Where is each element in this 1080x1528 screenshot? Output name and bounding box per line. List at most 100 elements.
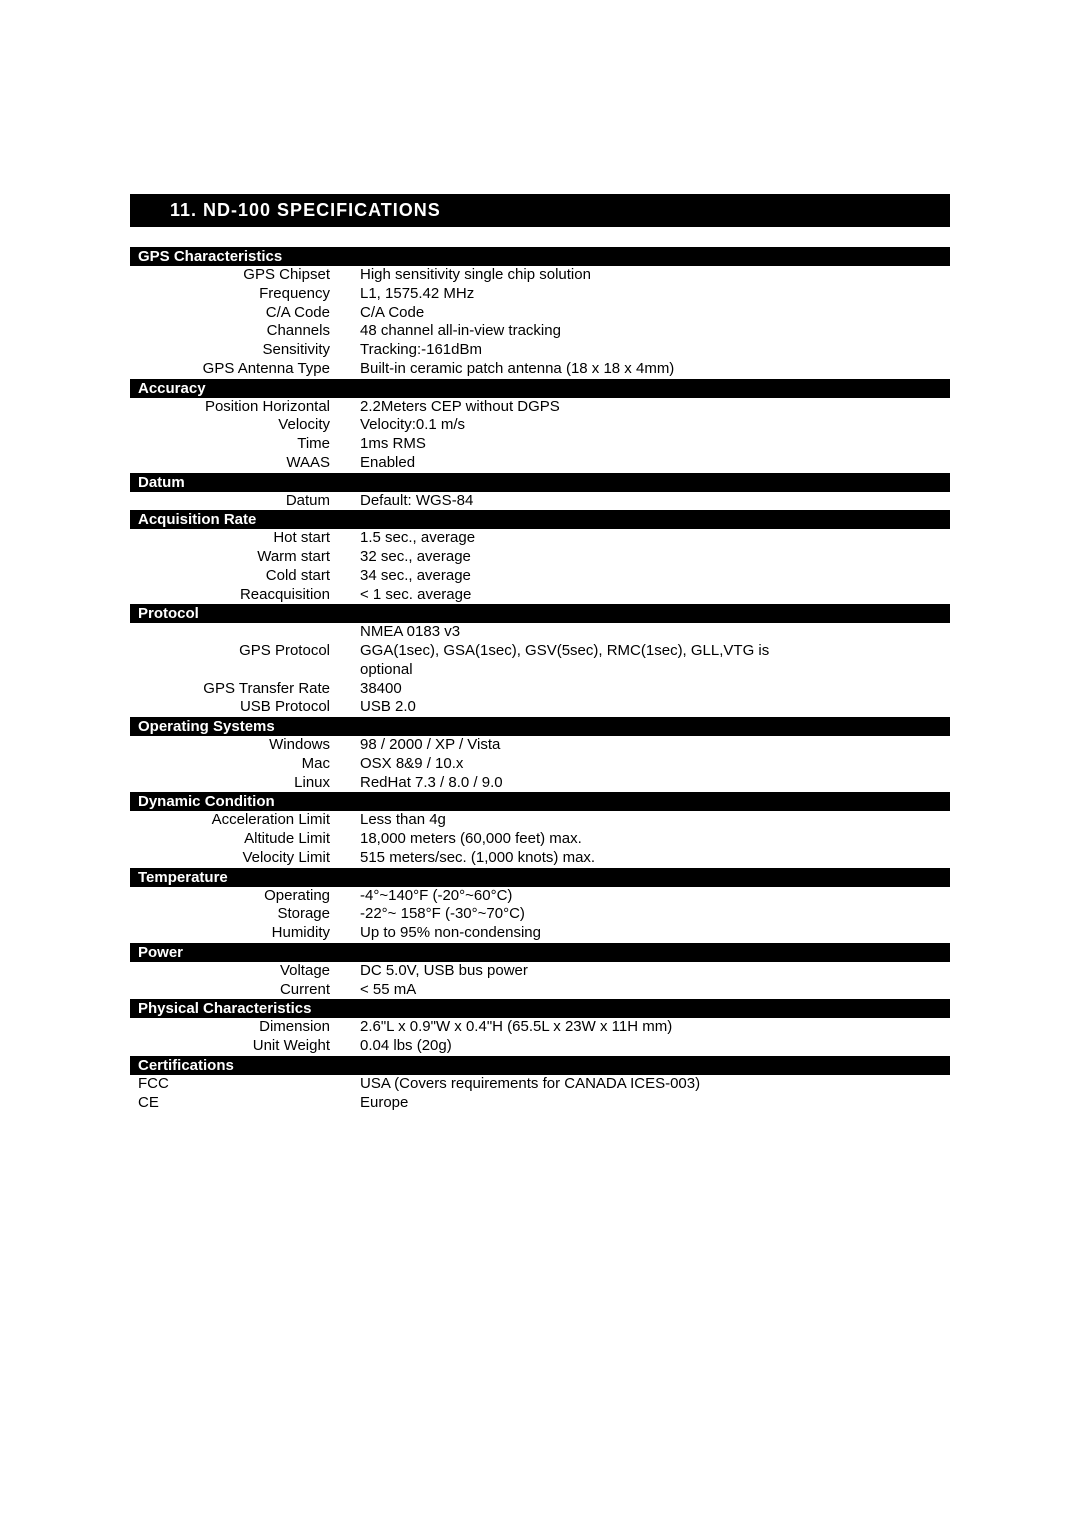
spec-label: Acceleration Limit xyxy=(130,811,360,830)
spec-label: Frequency xyxy=(130,285,360,304)
spec-row: DatumDefault: WGS-84 xyxy=(130,492,950,511)
spec-label: Cold start xyxy=(130,567,360,586)
spec-row: CEEurope xyxy=(130,1094,950,1113)
spec-label: Voltage xyxy=(130,962,360,981)
spec-row: MacOSX 8&9 / 10.x xyxy=(130,755,950,774)
spec-label: Linux xyxy=(130,774,360,793)
spec-value: 32 sec., average xyxy=(360,548,950,567)
page-title: 11. ND-100 SPECIFICATIONS xyxy=(130,194,950,227)
spec-value: Enabled xyxy=(360,454,950,473)
spec-row: Current< 55 mA xyxy=(130,981,950,1000)
spec-label: Datum xyxy=(130,492,360,511)
section-header: Dynamic Condition xyxy=(130,792,950,811)
spec-row: Windows98 / 2000 / XP / Vista xyxy=(130,736,950,755)
spec-value: 515 meters/sec. (1,000 knots) max. xyxy=(360,849,950,868)
spec-row: GPS Transfer Rate38400 xyxy=(130,680,950,699)
spec-label: Current xyxy=(130,981,360,1000)
spec-row: Warm start32 sec., average xyxy=(130,548,950,567)
spec-label: Storage xyxy=(130,905,360,924)
section-header: Acquisition Rate xyxy=(130,510,950,529)
spec-row: Operating-4°~140°F (-20°~60°C) xyxy=(130,887,950,906)
spec-label: Altitude Limit xyxy=(130,830,360,849)
spec-row: Dimension2.6"L x 0.9"W x 0.4"H (65.5L x … xyxy=(130,1018,950,1037)
spec-label: Velocity Limit xyxy=(130,849,360,868)
spec-value: 2.6"L x 0.9"W x 0.4"H (65.5L x 23W x 11H… xyxy=(360,1018,950,1037)
spec-value: 2.2Meters CEP without DGPS xyxy=(360,398,950,417)
spec-label xyxy=(130,623,360,642)
spec-value: USA (Covers requirements for CANADA ICES… xyxy=(360,1075,950,1094)
spec-value: < 55 mA xyxy=(360,981,950,1000)
section-header: GPS Characteristics xyxy=(130,247,950,266)
section-header: Operating Systems xyxy=(130,717,950,736)
spec-value: RedHat 7.3 / 8.0 / 9.0 xyxy=(360,774,950,793)
spec-value: 18,000 meters (60,000 feet) max. xyxy=(360,830,950,849)
spec-label: GPS Transfer Rate xyxy=(130,680,360,699)
spec-row: WAASEnabled xyxy=(130,454,950,473)
spec-row: GPS ChipsetHigh sensitivity single chip … xyxy=(130,266,950,285)
spec-label: Windows xyxy=(130,736,360,755)
spec-value: 48 channel all-in-view tracking xyxy=(360,322,950,341)
spec-row: VelocityVelocity:0.1 m/s xyxy=(130,416,950,435)
spec-value: 1ms RMS xyxy=(360,435,950,454)
spec-row: SensitivityTracking:-161dBm xyxy=(130,341,950,360)
spec-row: Time1ms RMS xyxy=(130,435,950,454)
spec-value: 34 sec., average xyxy=(360,567,950,586)
spec-value: 1.5 sec., average xyxy=(360,529,950,548)
spec-value: 98 / 2000 / XP / Vista xyxy=(360,736,950,755)
spec-value: Europe xyxy=(360,1094,950,1113)
spec-row: HumidityUp to 95% non-condensing xyxy=(130,924,950,943)
spec-label: Operating xyxy=(130,887,360,906)
spec-row: FrequencyL1, 1575.42 MHz xyxy=(130,285,950,304)
spec-label: Time xyxy=(130,435,360,454)
spec-label: GPS Protocol xyxy=(130,642,360,661)
spec-label xyxy=(130,661,360,680)
spec-label: CE xyxy=(130,1094,360,1113)
spec-row: Velocity Limit515 meters/sec. (1,000 kno… xyxy=(130,849,950,868)
spec-value: Default: WGS-84 xyxy=(360,492,950,511)
spec-label: Reacquisition xyxy=(130,586,360,605)
spec-value: OSX 8&9 / 10.x xyxy=(360,755,950,774)
spec-row: Reacquisition< 1 sec. average xyxy=(130,586,950,605)
spec-label: Velocity xyxy=(130,416,360,435)
spec-row: NMEA 0183 v3 xyxy=(130,623,950,642)
spec-value: L1, 1575.42 MHz xyxy=(360,285,950,304)
spec-row: C/A CodeC/A Code xyxy=(130,304,950,323)
spec-value: optional xyxy=(360,661,950,680)
spec-label: USB Protocol xyxy=(130,698,360,717)
spec-row: Cold start34 sec., average xyxy=(130,567,950,586)
spec-row: GPS Antenna TypeBuilt-in ceramic patch a… xyxy=(130,360,950,379)
page: 11. ND-100 SPECIFICATIONS GPS Characteri… xyxy=(0,0,1080,1528)
spec-value: DC 5.0V, USB bus power xyxy=(360,962,950,981)
spec-row: USB ProtocolUSB 2.0 xyxy=(130,698,950,717)
spec-value: GGA(1sec), GSA(1sec), GSV(5sec), RMC(1se… xyxy=(360,642,950,661)
spec-row: FCCUSA (Covers requirements for CANADA I… xyxy=(130,1075,950,1094)
spec-label: C/A Code xyxy=(130,304,360,323)
spec-row: VoltageDC 5.0V, USB bus power xyxy=(130,962,950,981)
section-header: Accuracy xyxy=(130,379,950,398)
spec-row: Unit Weight0.04 lbs (20g) xyxy=(130,1037,950,1056)
spec-value: -22°~ 158°F (-30°~70°C) xyxy=(360,905,950,924)
spec-label: Warm start xyxy=(130,548,360,567)
spec-sections: GPS CharacteristicsGPS ChipsetHigh sensi… xyxy=(130,247,950,1112)
spec-label: Mac xyxy=(130,755,360,774)
spec-label: Unit Weight xyxy=(130,1037,360,1056)
section-header: Power xyxy=(130,943,950,962)
spec-row: Position Horizontal2.2Meters CEP without… xyxy=(130,398,950,417)
spec-row: GPS ProtocolGGA(1sec), GSA(1sec), GSV(5s… xyxy=(130,642,950,661)
spec-value: Velocity:0.1 m/s xyxy=(360,416,950,435)
spec-value: < 1 sec. average xyxy=(360,586,950,605)
spec-label: GPS Chipset xyxy=(130,266,360,285)
spec-label: GPS Antenna Type xyxy=(130,360,360,379)
spec-row: Hot start1.5 sec., average xyxy=(130,529,950,548)
spec-value: High sensitivity single chip solution xyxy=(360,266,950,285)
spec-label: Sensitivity xyxy=(130,341,360,360)
section-header: Certifications xyxy=(130,1056,950,1075)
spec-label: Humidity xyxy=(130,924,360,943)
spec-value: 0.04 lbs (20g) xyxy=(360,1037,950,1056)
spec-value: NMEA 0183 v3 xyxy=(360,623,950,642)
section-header: Temperature xyxy=(130,868,950,887)
section-header: Datum xyxy=(130,473,950,492)
spec-row: optional xyxy=(130,661,950,680)
spec-value: USB 2.0 xyxy=(360,698,950,717)
section-header: Protocol xyxy=(130,604,950,623)
